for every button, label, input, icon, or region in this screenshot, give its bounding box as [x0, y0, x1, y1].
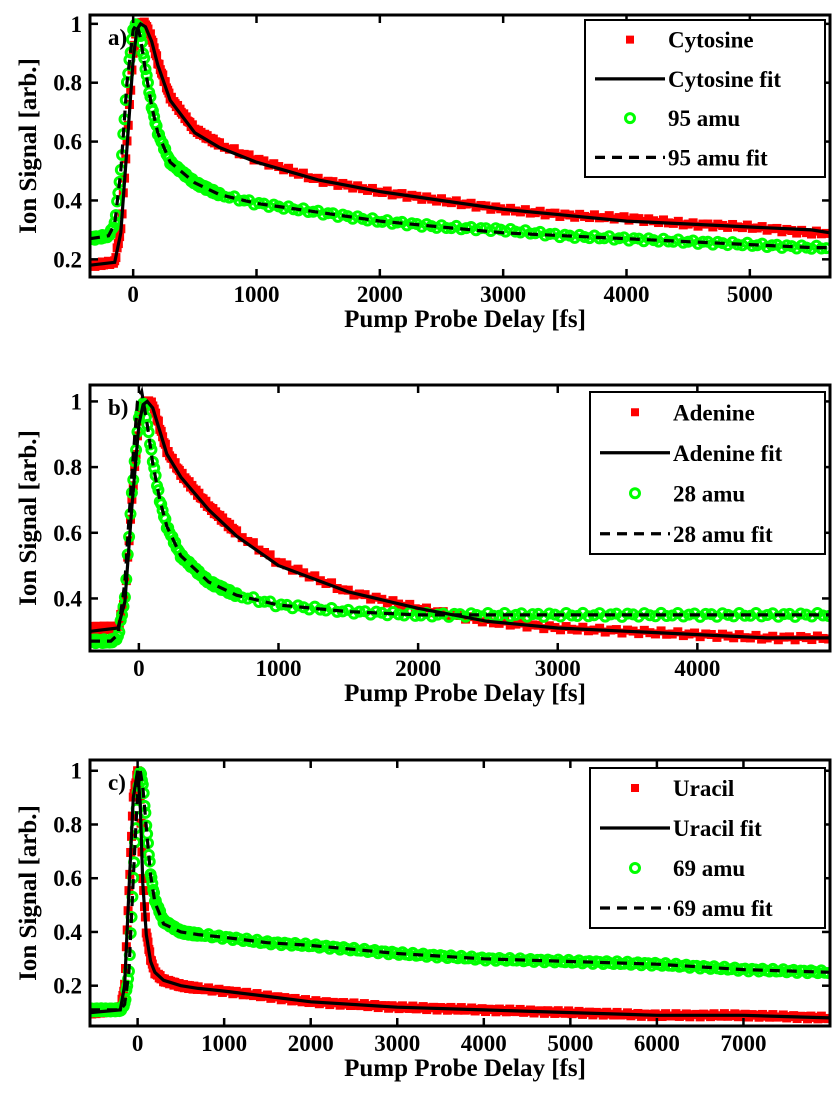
x-tick-label: 1000: [255, 656, 301, 681]
y-axis-label: Ion Signal [arb.]: [15, 430, 42, 606]
plot-area: [90, 17, 830, 271]
x-tick-label: 5000: [727, 282, 773, 307]
series-adenine-fit: [90, 399, 830, 640]
series-69-amu-fit: [90, 770, 830, 1012]
panel-label: a): [108, 25, 127, 50]
x-tick-label: 7000: [720, 1031, 766, 1056]
legend-box: [584, 19, 826, 178]
data-point: [269, 600, 282, 613]
legend-entry: Cytosine: [668, 28, 754, 53]
x-tick-label: 4000: [461, 1031, 507, 1056]
x-tick-label: 1000: [201, 1031, 247, 1056]
y-tick-label: 1: [71, 12, 83, 37]
legend-marker: [624, 112, 636, 125]
data-point: [252, 595, 265, 608]
x-tick-label: 4000: [674, 656, 720, 681]
legend-entry: 69 amu fit: [673, 896, 773, 921]
axes-frame: [88, 13, 832, 279]
series-cytosine-fit: [90, 21, 830, 267]
axes-frame: [88, 758, 832, 1028]
legend-entry: 95 amu fit: [668, 145, 768, 170]
y-tick-label: 0.6: [53, 130, 82, 155]
y-tick-label: 1: [71, 389, 83, 414]
legend-entry: 28 amu fit: [673, 522, 773, 547]
y-tick-label: 0.8: [53, 455, 82, 480]
x-tick-label: 4000: [604, 282, 650, 307]
legend-entry: Cytosine fit: [668, 67, 781, 92]
legend: Uracil Uracil fit 69 amu 69 amu fit: [589, 767, 826, 929]
y-tick-label: 0.8: [53, 71, 82, 96]
y-tick-label: 0.4: [53, 586, 82, 611]
series-28-amu-fit: [90, 385, 830, 643]
legend-marker: [631, 784, 639, 792]
chart-panel-a: 0 1000 2000 3000 4000 5000 0.2 0.4 0.6 0.8 1 Pump P…: [15, 12, 832, 333]
legend-marker: [629, 862, 641, 874]
x-tick-label: 0: [133, 656, 145, 681]
chart-panel-b: 0 1000 2000 3000 4000 0.4 0.6 0.8 1 Pump Probe De…: [15, 383, 832, 707]
legend-entry: Uracil: [673, 776, 734, 801]
x-axis-label: Pump Probe Delay [fs]: [344, 680, 586, 707]
plot-area: [90, 766, 830, 1024]
legend-marker: [629, 487, 641, 500]
x-tick-label: 2000: [288, 1031, 334, 1056]
legend-entry: 95 amu: [668, 106, 740, 131]
legend-marker: [626, 35, 634, 44]
data-point: [677, 610, 690, 623]
legend-entry: 69 amu: [673, 856, 745, 881]
legend-entry: Adenine: [673, 400, 755, 425]
x-tick-label: 3000: [480, 282, 526, 307]
legend-entry: Uracil fit: [673, 816, 762, 841]
legend-entry: 28 amu: [673, 481, 745, 506]
y-axis-label: Ion Signal [arb.]: [15, 58, 42, 234]
chart-panel-c: 0 1000 2000 3000 4000 5000 6000 7000 0.2 0.4 0.6 0.…: [15, 758, 832, 1082]
legend-box: [589, 391, 826, 555]
data-point: [599, 610, 612, 623]
y-tick-label: 0.6: [53, 521, 82, 546]
x-tick-label: 3000: [374, 1031, 420, 1056]
data-point: [638, 607, 651, 620]
legend-box: [589, 767, 826, 929]
x-tick-label: 6000: [634, 1031, 680, 1056]
panel-label: b): [108, 395, 128, 420]
data-point: [716, 607, 729, 620]
x-tick-label: 3000: [535, 656, 581, 681]
y-tick-label: 0.6: [53, 866, 82, 891]
y-tick-label: 0.4: [53, 188, 82, 213]
plot-area: [90, 385, 830, 650]
x-tick-label: 0: [132, 1031, 144, 1056]
x-tick-label: 0: [127, 282, 139, 307]
y-axis-label: Ion Signal [arb.]: [15, 805, 42, 981]
series-95-amu-fit: [90, 19, 830, 250]
y-tick-label: 0.8: [53, 812, 82, 837]
legend-entry: Adenine fit: [673, 441, 783, 466]
x-tick-label: 2000: [357, 282, 403, 307]
y-tick-label: 0.2: [53, 247, 82, 272]
panel-label: c): [108, 770, 126, 795]
y-tick-label: 0.2: [53, 974, 82, 999]
y-tick-label: 0.4: [53, 920, 82, 945]
legend-marker: [631, 408, 639, 417]
legend: Adenine Adenine fit 28 amu 28 amu fit: [589, 391, 826, 555]
x-tick-label: 5000: [547, 1031, 593, 1056]
x-tick-label: 2000: [395, 656, 441, 681]
data-point: [474, 222, 487, 235]
data-point: [236, 591, 249, 604]
series-uracil-fit: [90, 770, 830, 1020]
y-tick-label: 1: [71, 759, 83, 784]
x-axis-label: Pump Probe Delay [fs]: [344, 306, 586, 333]
axes-frame: [88, 383, 832, 653]
x-tick-label: 1000: [234, 282, 280, 307]
x-axis-label: Pump Probe Delay [fs]: [344, 1055, 586, 1082]
data-point: [292, 599, 305, 612]
legend: Cytosine Cytosine fit 95 amu 95 amu fit: [584, 19, 826, 178]
